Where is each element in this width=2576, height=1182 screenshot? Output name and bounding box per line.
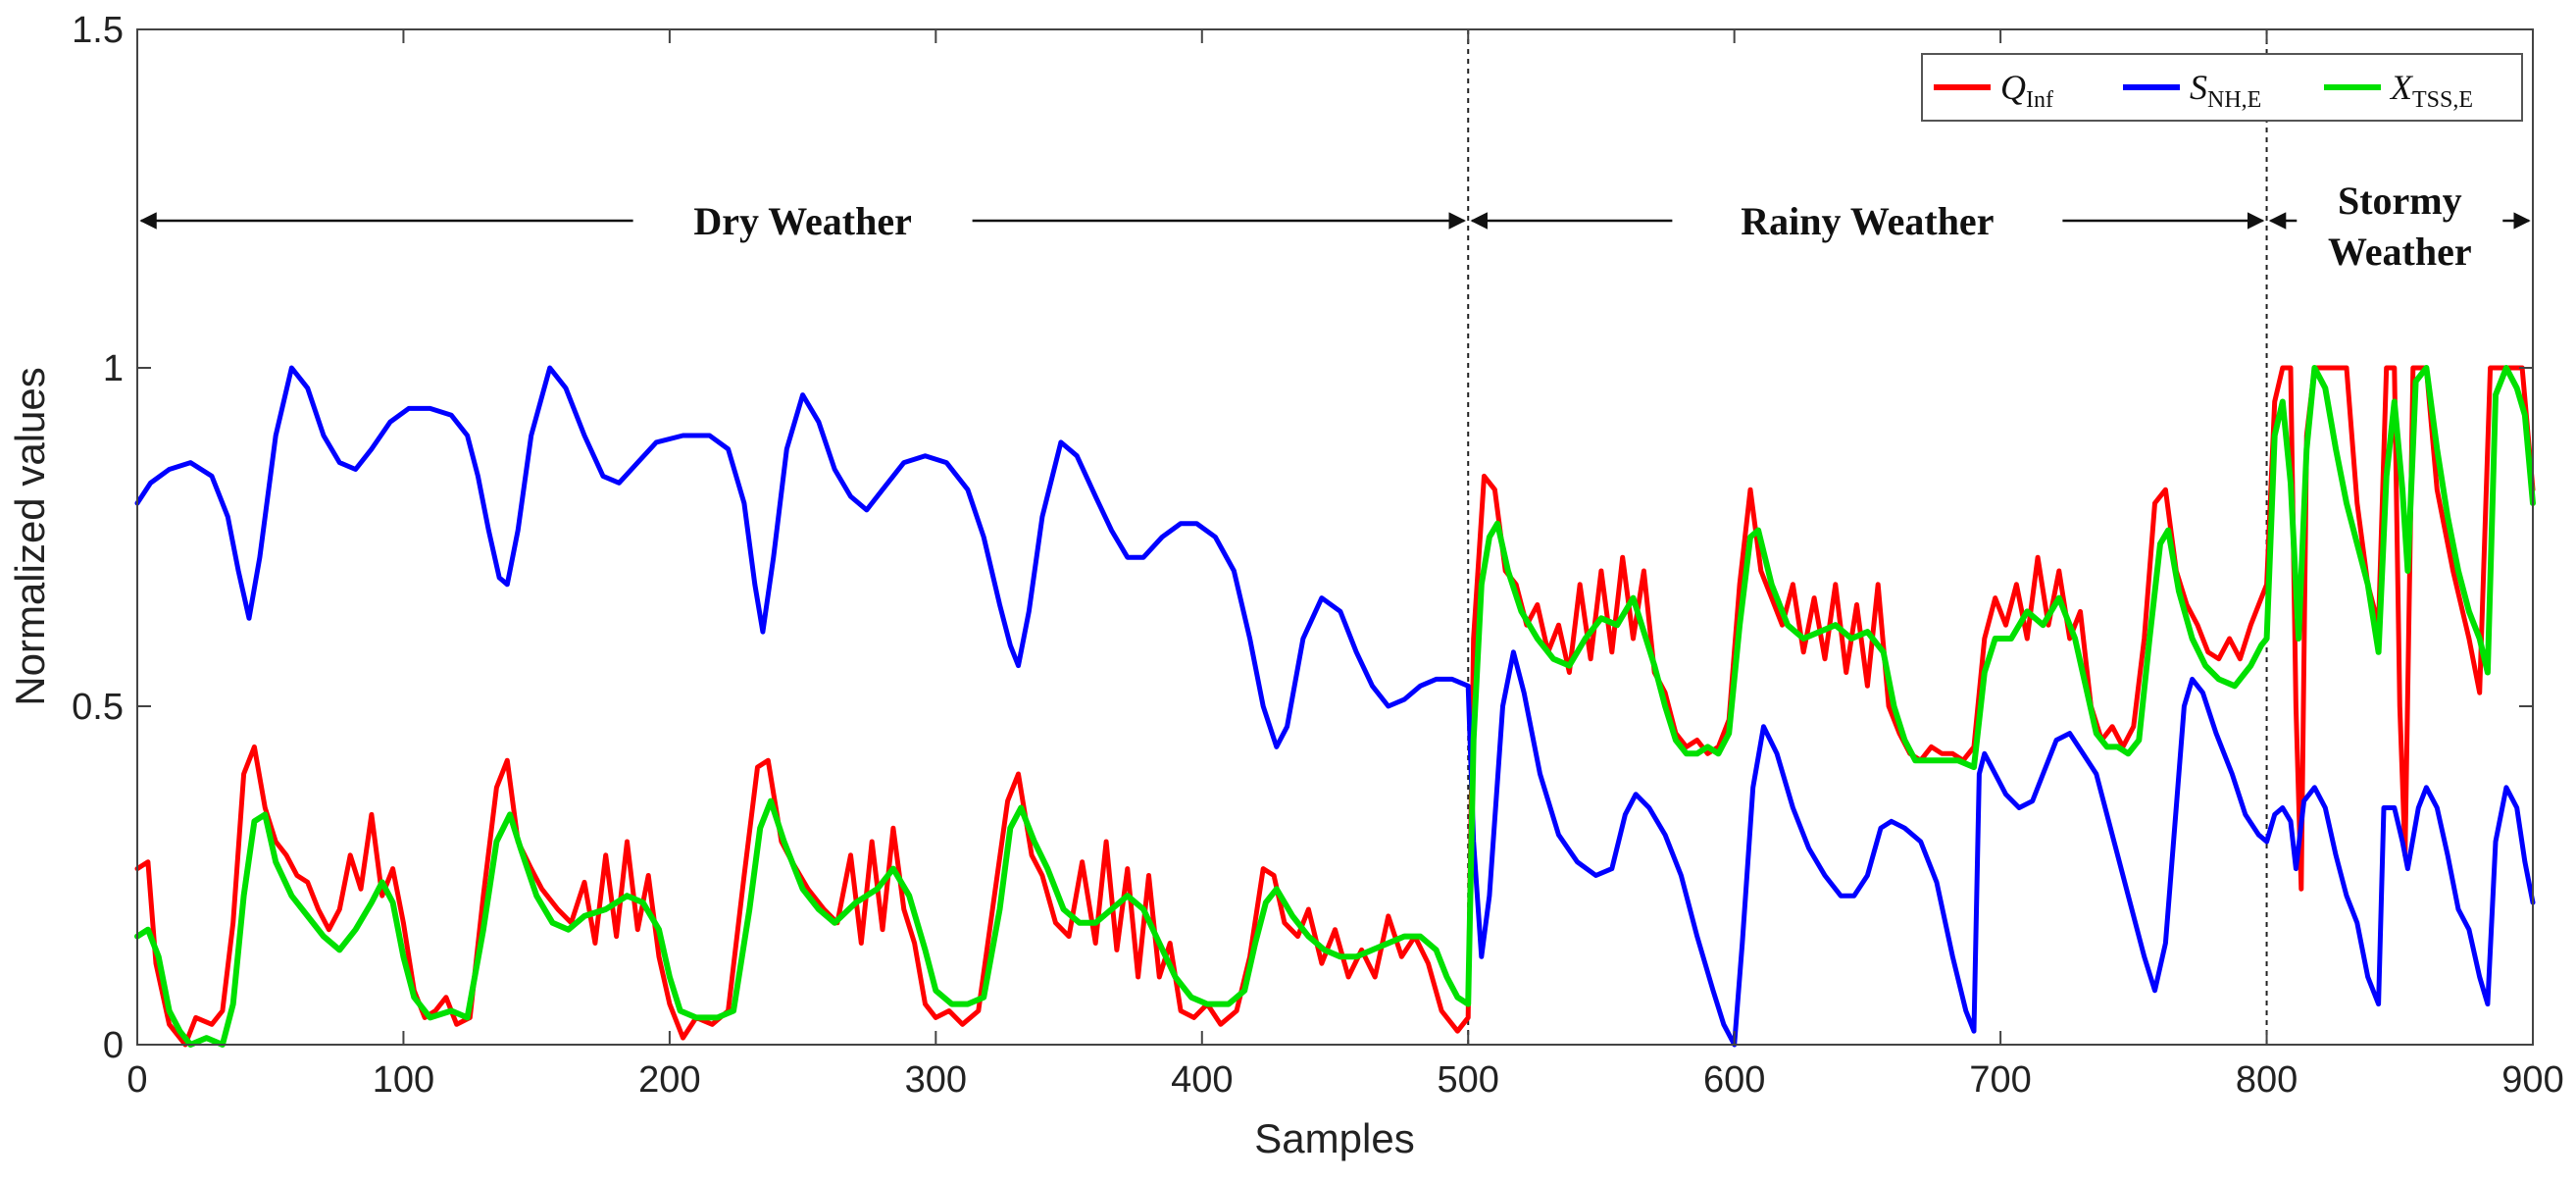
x-tick-label: 0: [126, 1059, 147, 1101]
x-tick-label: 100: [373, 1059, 434, 1101]
region-rainy-weather: Rainy Weather: [1470, 199, 2265, 243]
region-label-dry-weather: Dry Weather: [693, 199, 912, 243]
y-tick-label: 0.5: [72, 687, 124, 728]
plot-frame: [136, 28, 2534, 1046]
x-axis-label: Samples: [1254, 1115, 1414, 1161]
legend-box: [1921, 53, 2523, 122]
x-tick-label: 800: [2236, 1059, 2298, 1101]
legend: QInf SNH,E XTSS,E: [1921, 53, 2523, 122]
x-tick-label: 600: [1703, 1059, 1765, 1101]
x-tick-label: 300: [905, 1059, 967, 1101]
x-tick-label: 400: [1171, 1059, 1233, 1101]
y-tick-label: 0: [103, 1025, 124, 1066]
y-tick-label: 1.5: [72, 10, 124, 51]
y-tick-label: 1: [103, 348, 124, 389]
region-label-stormy-weather: Stormy Weather: [2328, 179, 2472, 274]
legend-label-x-tss-e: XTSS,E: [2389, 68, 2473, 113]
series-line-s-nh-e: [134, 365, 2536, 1048]
x-tick-label: 200: [638, 1059, 700, 1101]
series-line-q-inf: [134, 365, 2536, 1048]
series-line-x-tss-e: [134, 365, 2536, 1048]
x-tick-label: 700: [1969, 1059, 2031, 1101]
region-stormy-weather: Stormy Weather: [2268, 179, 2531, 274]
legend-label-q-inf: QInf: [2000, 68, 2053, 113]
region-dry-weather: Dry Weather: [139, 199, 1466, 243]
x-tick-label: 500: [1438, 1059, 1499, 1101]
legend-label-s-nh-e: SNH,E: [2190, 68, 2261, 113]
y-axis-label: Normalized values: [7, 367, 53, 705]
x-tick-label: 900: [2501, 1059, 2563, 1101]
region-label-rainy-weather: Rainy Weather: [1741, 199, 1994, 243]
